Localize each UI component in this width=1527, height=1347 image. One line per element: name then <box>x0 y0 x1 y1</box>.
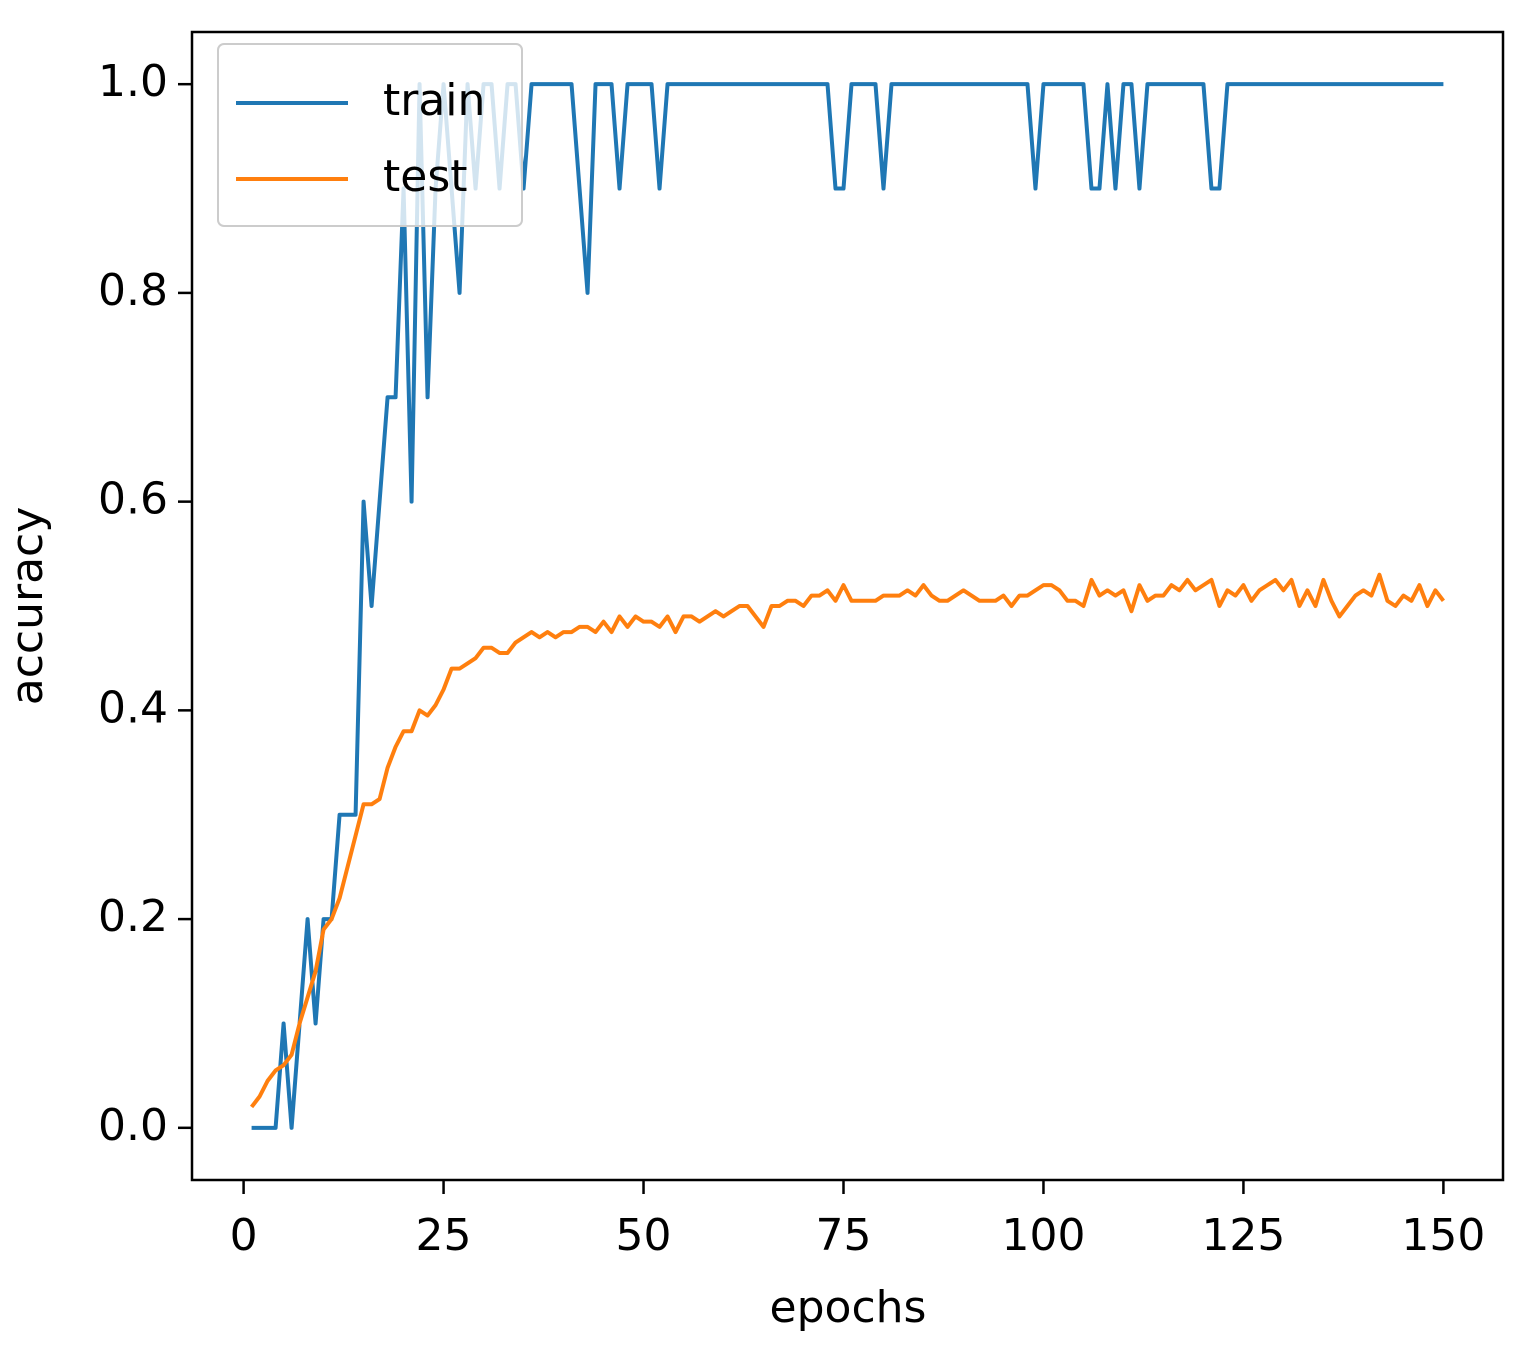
legend-label: test <box>383 151 468 202</box>
legend-box <box>217 43 523 227</box>
y-tick-label: 0.8 <box>98 265 168 316</box>
x-tick-label: 150 <box>1401 1210 1485 1261</box>
x-tick-label: 125 <box>1201 1210 1285 1261</box>
plot-frame <box>190 30 1505 1182</box>
x-tick-label: 50 <box>616 1210 672 1261</box>
y-tick-label: 0.4 <box>98 682 168 733</box>
x-axis-label: epochs <box>770 1282 927 1333</box>
x-tick-label: 75 <box>816 1210 872 1261</box>
y-tick-label: 0.2 <box>98 891 168 942</box>
line-series <box>250 572 1445 1109</box>
x-tick-label: 0 <box>230 1210 258 1261</box>
y-tick-label: 0.0 <box>98 1100 168 1151</box>
y-axis-label: accuracy <box>2 507 53 706</box>
x-tick-label: 25 <box>416 1210 472 1261</box>
x-tick-label: 100 <box>1001 1210 1085 1261</box>
legend-label: train <box>383 75 485 126</box>
y-tick-label: 1.0 <box>98 56 168 107</box>
y-tick-label: 0.6 <box>98 474 168 525</box>
